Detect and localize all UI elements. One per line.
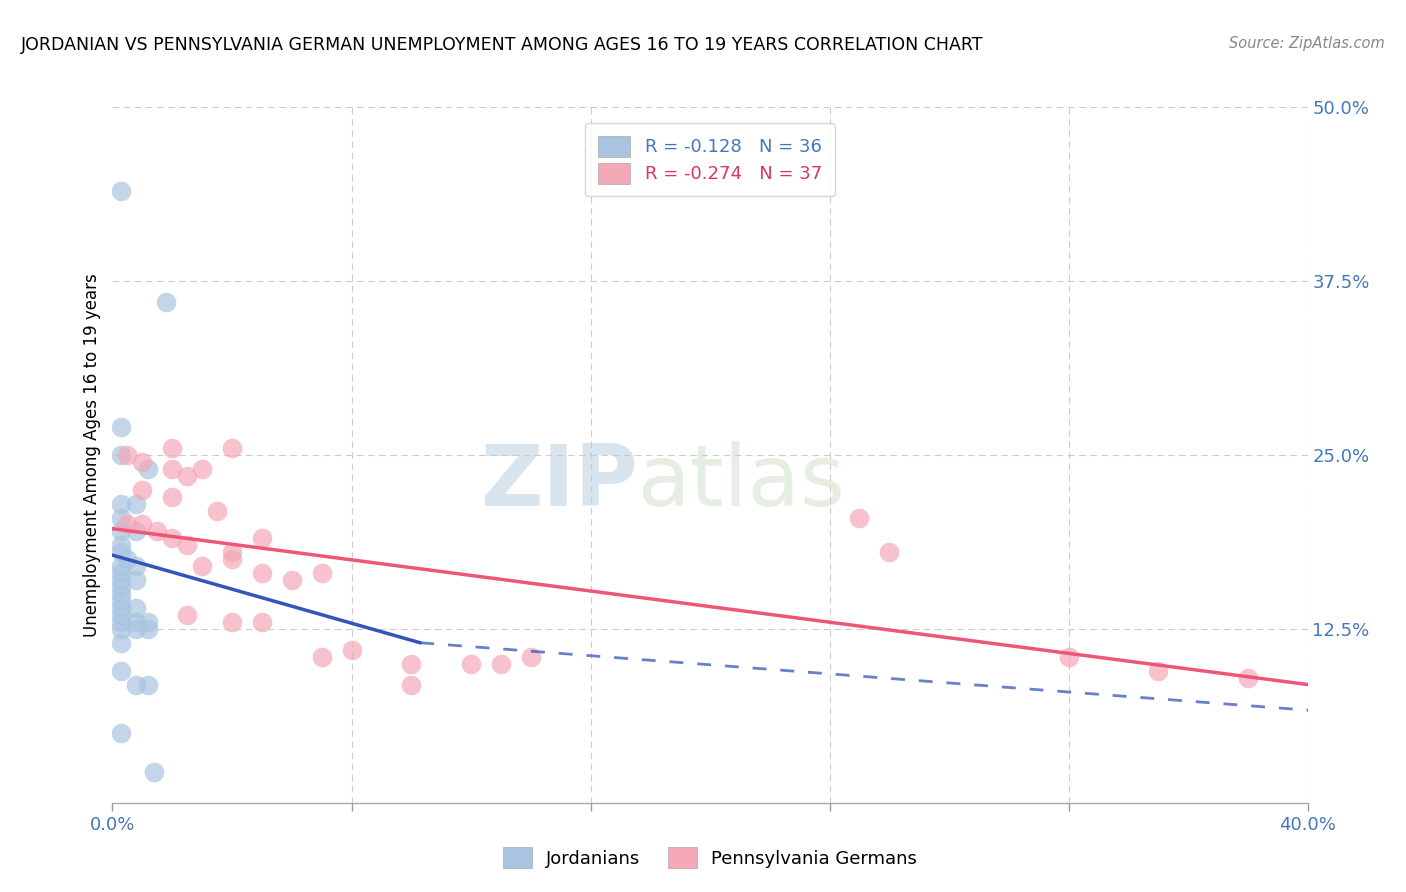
Point [138,615,160,629]
Point [250,566,273,581]
Point [110,622,132,636]
Point [110,448,132,462]
Point [125,677,148,691]
Point [110,615,132,629]
Point [520,649,543,664]
Point [250,615,273,629]
Point [401,657,423,671]
Point [110,566,132,581]
Point [401,677,423,691]
Point [131,517,153,532]
Point [110,594,132,608]
Point [125,524,148,539]
Point [125,601,148,615]
Point [110,587,132,601]
Point [125,573,148,587]
Text: Source: ZipAtlas.com: Source: ZipAtlas.com [1229,36,1385,51]
Point [110,420,132,434]
Point [110,559,132,574]
Point [162,462,183,476]
Point [191,462,214,476]
Point [110,573,132,587]
Point [138,462,160,476]
Y-axis label: Unemployment Among Ages 16 to 19 years: Unemployment Among Ages 16 to 19 years [83,273,101,637]
Point [125,622,148,636]
Point [879,545,901,559]
Point [125,559,148,574]
Point [176,538,198,552]
Point [110,510,132,524]
Point [221,545,243,559]
Point [311,649,333,664]
Text: atlas: atlas [638,442,846,524]
Point [1057,649,1080,664]
Point [460,657,482,671]
Point [131,455,153,469]
Point [221,552,243,566]
Point [110,538,132,552]
Point [110,524,132,539]
Point [848,510,870,524]
Point [340,642,363,657]
Point [138,677,160,691]
Point [162,532,183,546]
Text: ZIP: ZIP [481,442,638,524]
Point [110,726,132,740]
Point [191,559,214,574]
Point [110,545,132,559]
Point [110,607,132,622]
Point [489,657,512,671]
Point [110,580,132,594]
Point [110,664,132,678]
Point [281,573,304,587]
Point [155,294,177,309]
Point [162,441,183,455]
Legend: Jordanians, Pennsylvania Germans: Jordanians, Pennsylvania Germans [494,838,927,877]
Point [125,497,148,511]
Point [143,765,166,780]
Point [117,552,139,566]
Point [205,503,228,517]
Point [117,517,139,532]
Point [221,615,243,629]
Point [1147,664,1170,678]
Text: JORDANIAN VS PENNSYLVANIA GERMAN UNEMPLOYMENT AMONG AGES 16 TO 19 YEARS CORRELAT: JORDANIAN VS PENNSYLVANIA GERMAN UNEMPLO… [21,36,984,54]
Point [110,184,132,198]
Point [117,448,139,462]
Point [110,497,132,511]
Point [1237,671,1260,685]
Point [162,490,183,504]
Point [146,524,169,539]
Point [110,601,132,615]
Point [131,483,153,497]
Point [176,468,198,483]
Point [125,615,148,629]
Point [311,566,333,581]
Point [110,636,132,650]
Point [221,441,243,455]
Point [176,607,198,622]
Point [138,622,160,636]
Point [250,532,273,546]
